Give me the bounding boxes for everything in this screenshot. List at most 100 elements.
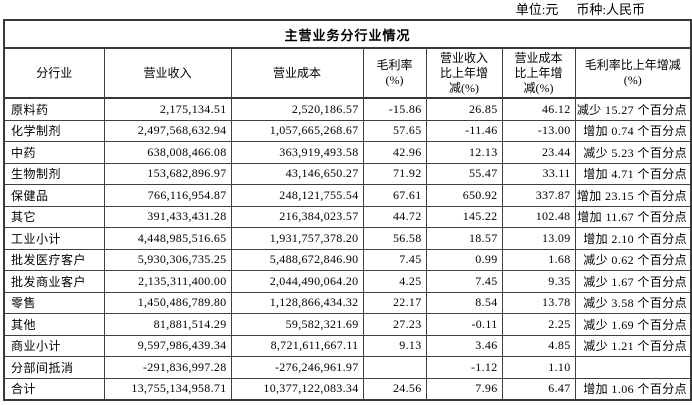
cell-cost: 248,121,755.54 — [230, 184, 364, 207]
cell-margin-yoy: 减少 15.27 个百分点 — [574, 97, 692, 121]
column-header-line: 毛利率 — [376, 58, 413, 72]
cell-margin-yoy: 增加 0.74 个百分点 — [574, 119, 692, 142]
column-header-line: 比上年增 — [439, 65, 488, 80]
cell-margin-yoy: 减少 0.62 个百分点 — [574, 248, 692, 271]
cell-industry: 其它 — [3, 205, 105, 228]
cell-cost: 5,488,672,846.90 — [230, 248, 364, 271]
cell-cost: 216,384,023.57 — [230, 205, 364, 228]
cell-cost-yoy: 337.87 — [501, 184, 576, 207]
cell-cost-yoy: 6.47 — [501, 377, 576, 401]
unit-label: 单位:元 — [515, 2, 559, 17]
column-header-line: 比上年增 — [514, 65, 563, 80]
table-row: 分部间抵消 -291,836,997.28 -276,246,961.97 -1.12… — [3, 356, 692, 379]
column-header-line: 毛利率比上年增减 — [584, 58, 681, 72]
cell-cost-yoy: 1.10 — [501, 356, 576, 379]
cell-revenue: 2,135,311,400.00 — [103, 270, 232, 293]
unit-line: 单位:元 币种:人民币 — [0, 0, 692, 19]
cell-cost: 1,931,757,378.20 — [230, 227, 364, 250]
cell-cost-yoy: 13.09 — [501, 227, 576, 250]
cell-revenue-yoy: 7.45 — [425, 270, 503, 293]
table-row: 批发医疗客户 5,930,306,735.25 5,488,672,846.90 7.… — [3, 248, 692, 271]
cell-margin-yoy: 减少 3.58 个百分点 — [574, 291, 692, 314]
cell-industry: 原料药 — [3, 97, 105, 121]
cell-industry: 批发医疗客户 — [3, 248, 105, 271]
cell-revenue: 766,116,954.87 — [103, 184, 232, 207]
cell-revenue: 13,755,134,958.71 — [103, 377, 232, 401]
cell-cost: 10,377,122,083.34 — [230, 377, 364, 401]
cell-revenue: -291,836,997.28 — [103, 356, 232, 379]
cell-cost-yoy: 102.48 — [501, 205, 576, 228]
cell-margin-yoy: 减少 1.21 个百分点 — [574, 334, 692, 357]
cell-revenue-yoy: 0.99 — [425, 248, 503, 271]
cell-gross-margin: 57.65 — [362, 119, 427, 142]
cell-revenue-yoy: -11.46 — [425, 119, 503, 142]
column-header-cost-yoy: 营业成本 比上年增 减(%) — [501, 47, 576, 99]
column-header-line: 营业收入 — [143, 65, 192, 80]
cell-cost-yoy: 9.35 — [501, 270, 576, 293]
table-row: 批发商业客户 2,135,311,400.00 2,044,490,064.20 4.… — [3, 270, 692, 293]
cell-gross-margin: 9.13 — [362, 334, 427, 357]
cell-cost: 1,128,866,434.32 — [230, 291, 364, 314]
cell-industry: 分部间抵消 — [3, 356, 105, 379]
column-header-line: (%) — [623, 73, 642, 87]
cell-cost: 8,721,611,667.11 — [230, 334, 364, 357]
cell-cost-yoy: -13.00 — [501, 119, 576, 142]
currency-label: 币种:人民币 — [576, 2, 645, 17]
cell-revenue: 4,448,985,516.65 — [103, 227, 232, 250]
cell-revenue: 2,497,568,632.94 — [103, 119, 232, 142]
cell-cost-yoy: 13.78 — [501, 291, 576, 314]
cell-revenue-yoy: -0.11 — [425, 313, 503, 336]
cell-revenue-yoy: -1.12 — [425, 356, 503, 379]
cell-margin-yoy: 减少 1.67 个百分点 — [574, 270, 692, 293]
cell-gross-margin: 42.96 — [362, 141, 427, 164]
cell-industry: 合计 — [3, 377, 105, 401]
table-title: 主营业务分行业情况 — [3, 19, 692, 49]
cell-cost: 43,146,650.27 — [230, 162, 364, 185]
cell-cost-yoy: 23.44 — [501, 141, 576, 164]
table-row: 零售 1,450,486,789.80 1,128,866,434.32 22.17 8… — [3, 291, 692, 314]
cell-gross-margin: -15.86 — [362, 97, 427, 121]
cell-revenue-yoy: 8.54 — [425, 291, 503, 314]
cell-cost-yoy: 2.25 — [501, 313, 576, 336]
cell-revenue: 391,433,431.28 — [103, 205, 232, 228]
cell-cost-yoy: 33.11 — [501, 162, 576, 185]
cell-cost: 1,057,665,268.67 — [230, 119, 364, 142]
table-row: 商业小计 9,597,986,439.34 8,721,611,667.11 9.13… — [3, 334, 692, 357]
cell-revenue: 9,597,986,439.34 — [103, 334, 232, 357]
column-header-margin-yoy: 毛利率比上年增减 (%) — [574, 47, 692, 99]
cell-industry: 保健品 — [3, 184, 105, 207]
cell-gross-margin: 27.23 — [362, 313, 427, 336]
cell-industry: 生物制剂 — [3, 162, 105, 185]
cell-revenue-yoy: 26.85 — [425, 97, 503, 121]
table-title-row: 主营业务分行业情况 — [3, 19, 692, 49]
table-row: 其它 391,433,431.28 216,384,023.57 44.72 145.2… — [3, 205, 692, 228]
column-header-line: 分行业 — [36, 65, 73, 80]
table-header-row: 分行业 营业收入 营业成本 毛利率 (%) 营业收入 比上年增 减(%) 营业成本 比上年增 减(%… — [3, 47, 692, 99]
cell-gross-margin: 67.61 — [362, 184, 427, 207]
cell-revenue-yoy: 18.57 — [425, 227, 503, 250]
column-header-revenue: 营业收入 — [103, 47, 232, 99]
column-header-line: 营业成本 — [272, 65, 321, 80]
table-row: 保健品 766,116,954.87 248,121,755.54 67.61 650.… — [3, 184, 692, 207]
column-header-line: 营业收入 — [439, 50, 488, 65]
cell-gross-margin: 44.72 — [362, 205, 427, 228]
cell-cost: 59,582,321.69 — [230, 313, 364, 336]
main-business-by-industry-table: 主营业务分行业情况 分行业 营业收入 营业成本 毛利率 (%) 营业收入 比上年增 减(%) 营… — [3, 19, 692, 401]
column-header-line: 减(%) — [523, 80, 554, 95]
cell-revenue-yoy: 145.22 — [425, 205, 503, 228]
column-header-line: 减(%) — [449, 80, 479, 95]
cell-industry: 商业小计 — [3, 334, 105, 357]
table-row: 工业小计 4,448,985,516.65 1,931,757,378.20 56.5… — [3, 227, 692, 250]
cell-industry: 零售 — [3, 291, 105, 314]
table-row: 中药 638,008,466.08 363,919,493.58 42.96 12.13… — [3, 141, 692, 164]
cell-gross-margin: 71.92 — [362, 162, 427, 185]
cell-cost: 2,520,186.57 — [230, 97, 364, 121]
cell-margin-yoy: 增加 4.71 个百分点 — [574, 162, 692, 185]
cell-revenue: 81,881,514.29 — [103, 313, 232, 336]
cell-gross-margin: 4.25 — [362, 270, 427, 293]
column-header-revenue-yoy: 营业收入 比上年增 减(%) — [425, 47, 503, 99]
cell-gross-margin: 24.56 — [362, 377, 427, 401]
column-header-cost: 营业成本 — [230, 47, 364, 99]
cell-revenue-yoy: 3.46 — [425, 334, 503, 357]
